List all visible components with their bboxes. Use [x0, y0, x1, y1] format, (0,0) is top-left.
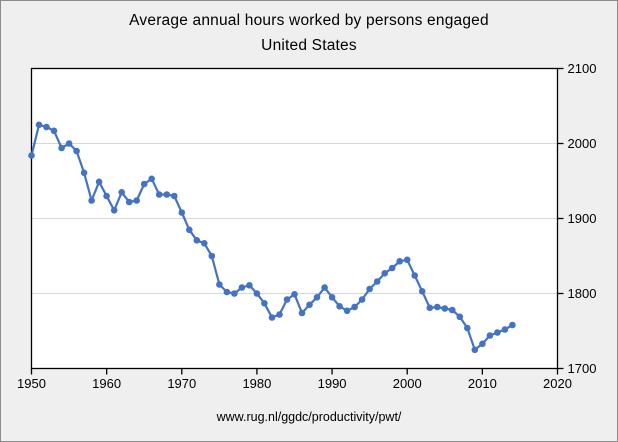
data-point-1966	[148, 175, 155, 183]
data-point-1988	[313, 294, 321, 301]
x-axis-tick-label: 1990	[318, 376, 347, 391]
data-point-2013	[501, 326, 509, 333]
data-point-1955	[65, 140, 73, 147]
data-point-1961	[110, 207, 118, 214]
x-axis-tick-label: 2010	[468, 376, 497, 391]
data-point-2004	[434, 303, 441, 311]
data-point-2006	[449, 306, 456, 314]
data-point-1968	[163, 191, 171, 198]
data-point-1970	[178, 209, 186, 216]
data-point-1971	[186, 226, 193, 234]
data-point-1952	[43, 123, 50, 131]
chart-subtitle: United States	[261, 37, 357, 54]
data-point-1980	[253, 290, 261, 297]
data-point-1977	[231, 290, 238, 297]
data-point-1982	[268, 314, 276, 321]
data-point-1981	[261, 300, 268, 307]
data-point-2008	[464, 324, 471, 332]
data-point-1950	[28, 152, 35, 159]
data-point-2002	[418, 288, 426, 295]
x-axis-tick-label: 1980	[242, 376, 271, 391]
y-axis-tick-label: 1700	[568, 361, 597, 376]
data-point-1976	[223, 288, 231, 296]
data-point-1965	[140, 180, 148, 188]
data-point-1984	[283, 296, 291, 303]
data-point-1969	[171, 192, 178, 200]
data-point-1990	[328, 294, 336, 301]
data-point-1978	[238, 284, 246, 291]
y-axis-tick-label: 2000	[568, 136, 597, 151]
source-caption: www.rug.nl/ggdc/productivity/pwt/	[216, 410, 402, 424]
data-point-1951	[35, 121, 43, 129]
data-point-2009	[471, 346, 479, 354]
data-point-2012	[494, 329, 501, 336]
data-point-1974	[208, 252, 216, 260]
x-axis-tick-label: 1960	[92, 376, 121, 391]
data-point-2001	[411, 272, 419, 279]
data-point-1954	[58, 144, 65, 152]
data-point-1953	[50, 127, 58, 135]
x-axis-tick-label: 2020	[543, 376, 572, 391]
data-point-1989	[321, 284, 328, 291]
data-point-1958	[88, 197, 95, 204]
data-point-1959	[95, 178, 103, 186]
data-point-1964	[133, 197, 140, 204]
data-point-2011	[486, 332, 494, 339]
data-point-1956	[73, 147, 80, 155]
data-point-1960	[103, 192, 110, 200]
data-point-2007	[456, 313, 464, 321]
data-point-2010	[479, 340, 486, 348]
data-point-1972	[193, 237, 201, 244]
data-point-2005	[441, 305, 449, 312]
data-point-1973	[201, 240, 208, 247]
data-point-1967	[155, 191, 163, 198]
data-point-1994	[358, 296, 366, 303]
data-point-1985	[291, 291, 298, 298]
data-point-1993	[351, 303, 358, 311]
chart-title: Average annual hours worked by persons e…	[129, 12, 489, 29]
data-point-1983	[276, 311, 283, 318]
x-axis-tick-label: 1970	[167, 376, 196, 391]
data-point-1975	[216, 281, 223, 288]
data-point-1991	[336, 303, 343, 310]
x-axis-tick-label: 2000	[393, 376, 422, 391]
data-point-1995	[366, 285, 373, 293]
data-point-1998	[388, 264, 396, 272]
data-point-1979	[246, 282, 253, 289]
data-point-1986	[298, 309, 306, 317]
data-point-1997	[381, 270, 389, 277]
data-point-1957	[80, 169, 88, 177]
y-axis-tick-label: 1800	[568, 286, 597, 301]
data-point-1992	[343, 307, 351, 315]
data-point-2003	[426, 304, 434, 312]
y-axis-tick-label: 1900	[568, 211, 597, 226]
data-point-1996	[373, 278, 381, 285]
data-point-1962	[118, 189, 125, 196]
y-axis-tick-label: 2100	[568, 61, 597, 76]
data-point-2014	[509, 321, 516, 329]
data-point-1963	[125, 198, 133, 206]
data-point-1999	[396, 258, 404, 265]
x-axis-tick-label: 1950	[17, 376, 46, 391]
data-point-2000	[403, 256, 411, 264]
data-point-1987	[306, 301, 313, 309]
